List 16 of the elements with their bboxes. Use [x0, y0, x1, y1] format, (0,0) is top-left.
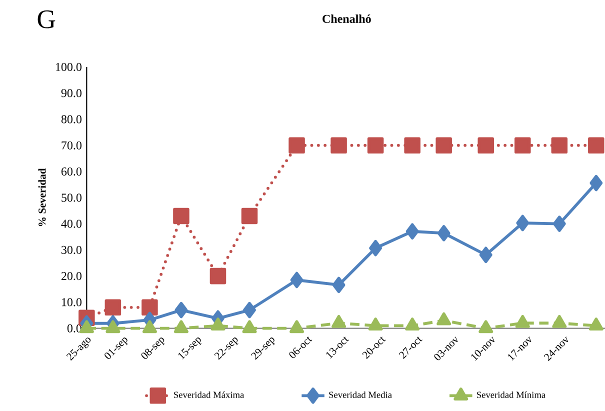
y-tick-label: 10.0: [62, 298, 82, 306]
chart-title: Chenalhó: [322, 14, 371, 23]
y-tick-label: 60.0: [61, 167, 82, 176]
y-tick-label: 100.0: [56, 62, 82, 72]
y-tick-label: 70.0: [62, 141, 82, 150]
y-axis-title: % Severidad: [38, 168, 46, 226]
y-tick-label: 30.0: [62, 246, 82, 254]
y-tick-label: 90.0: [61, 89, 82, 98]
y-tick-label: 80.0: [61, 115, 82, 124]
y-tick-label: 50.0: [62, 194, 82, 202]
legend-label: Severidad Máxima: [174, 391, 244, 398]
text: G: [38, 10, 56, 28]
legend-label: Severidad Mínima: [477, 391, 546, 398]
y-tick-label: 20.0: [61, 272, 82, 280]
y-tick-label: 40.0: [61, 220, 82, 228]
legend-label: Severidad Media: [329, 391, 392, 398]
